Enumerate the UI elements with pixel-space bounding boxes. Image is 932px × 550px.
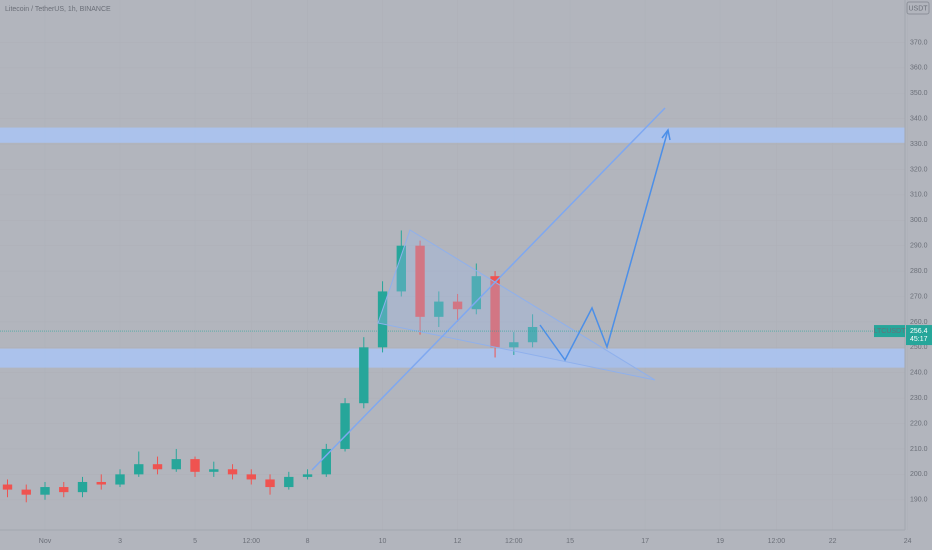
triangle [377, 229, 656, 381]
arrow-head [661, 128, 671, 141]
y-tick-label: 190.0 [910, 497, 928, 504]
candle-body [490, 276, 500, 348]
candle-body [171, 459, 181, 470]
y-tick-label: 290.0 [910, 243, 928, 250]
y-tick-label: 350.0 [910, 90, 928, 97]
currency: USDT [908, 5, 928, 12]
x-tick-label: 12:00 [243, 538, 261, 545]
y-tick-label: 370.0 [910, 39, 928, 46]
countdown: 45:17 [910, 336, 928, 343]
wave-projection [539, 129, 669, 362]
x-tick-label: 10 [379, 538, 387, 545]
candle-body [2, 484, 13, 490]
candle-body [377, 291, 388, 348]
candle-body [115, 474, 125, 485]
y-tick-label: 260.0 [910, 319, 928, 326]
candle-body [21, 489, 31, 495]
symbol: LTCUSDT [874, 328, 906, 335]
y-tick-label: 360.0 [910, 65, 928, 72]
y-tick-label: 300.0 [910, 217, 928, 224]
candle-body [227, 469, 238, 475]
x-tick-label: 12:00 [768, 538, 786, 545]
x-tick-label: 5 [193, 538, 197, 545]
candle-body [96, 481, 106, 485]
candle-body [152, 464, 163, 470]
zone [0, 348, 905, 368]
grid [0, 0, 908, 530]
candle-body [321, 448, 331, 475]
overlay: 190.0 200.0 210.0 220.0 230.0 240.0 250.0 260.0… [0, 39, 932, 545]
candles [2, 230, 538, 503]
y-tick-label: 270.0 [910, 293, 928, 300]
x-tick-label: 15 [566, 538, 574, 545]
candle-body [471, 276, 482, 310]
x-tick-label: 8 [306, 538, 310, 545]
y-tick-label: 340.0 [910, 115, 928, 122]
y-tick-label: 310.0 [910, 192, 928, 199]
candle-body [134, 464, 144, 475]
last-price: 256.4 [910, 328, 928, 335]
x-tick-label: 12:00 [505, 538, 523, 545]
y-tick-label: 280.0 [910, 268, 928, 275]
y-tick-label: 240.0 [910, 370, 928, 377]
candle-body [59, 487, 69, 493]
candle-body [509, 342, 519, 348]
x-tick-label: 3 [118, 538, 122, 545]
y-tick-label: 230.0 [910, 395, 928, 402]
y-tick-label: 320.0 [910, 166, 928, 173]
x-tick-label: 22 [829, 538, 837, 545]
candle-body [452, 301, 463, 310]
y-tick-label: 220.0 [910, 420, 928, 427]
candle-body [77, 481, 88, 493]
candle-body [434, 301, 444, 317]
y-tick-label: 250.0 [910, 344, 928, 351]
drawings [311, 107, 671, 471]
candle-body [40, 487, 50, 495]
candle-body [284, 476, 294, 488]
chart-title: Litecoin / TetherUS, 1h, BINANCE [5, 6, 111, 13]
candle-body [265, 479, 275, 488]
candle-body [359, 347, 369, 404]
candle-body [190, 459, 200, 472]
y-tick-label: 330.0 [910, 141, 928, 148]
zone [0, 127, 905, 143]
zones [0, 127, 905, 368]
candle-body [246, 474, 256, 480]
x-tick-label: 17 [641, 538, 649, 545]
candle-body [340, 403, 350, 449]
y-tick-label: 210.0 [910, 446, 928, 453]
symbol-tag [874, 325, 905, 338]
price-tag [906, 325, 932, 346]
currency-box [906, 1, 930, 15]
candle-body [302, 474, 313, 477]
candle-body [527, 326, 538, 343]
candle-body [209, 469, 219, 472]
y-tick-label: 200.0 [910, 471, 928, 478]
candle-body [396, 245, 406, 292]
candle-body [415, 245, 425, 317]
x-tick-label: Nov [39, 538, 52, 545]
x-tick-label: 19 [716, 538, 724, 545]
x-tick-label: 12 [454, 538, 462, 545]
trend-line [311, 107, 666, 471]
x-tick-label: 24 [904, 538, 912, 545]
